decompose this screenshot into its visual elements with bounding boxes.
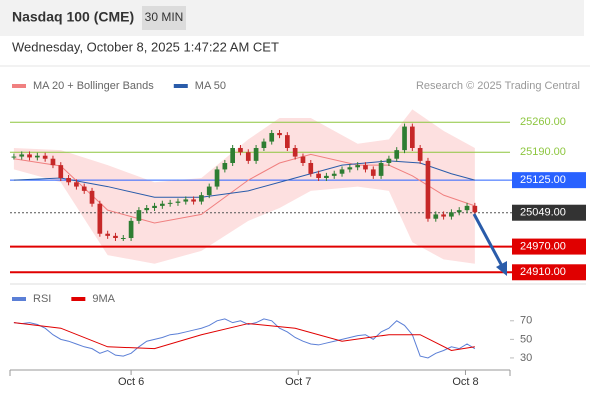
candle xyxy=(144,208,150,211)
interval-badge xyxy=(142,6,186,30)
candle xyxy=(113,235,118,238)
candle xyxy=(105,233,110,236)
y-tick-label: 70 xyxy=(520,315,532,327)
datetime: Wednesday, October 8, 2025 1:47:22 AM CE… xyxy=(12,39,279,54)
candle xyxy=(441,214,446,217)
legend-label: 9MA xyxy=(92,293,115,305)
candle xyxy=(355,165,360,168)
candle xyxy=(347,167,353,170)
candle xyxy=(269,133,275,142)
candle xyxy=(191,199,196,202)
header-bar xyxy=(0,0,584,36)
price-chart: 25260.00 25190.00 25125.00 25049.00 24970.00… xyxy=(10,80,586,281)
ma-line xyxy=(13,153,476,224)
candle xyxy=(456,210,462,213)
candle xyxy=(81,186,87,191)
candle xyxy=(378,163,384,176)
candle xyxy=(363,165,368,170)
candle xyxy=(300,156,306,163)
candle xyxy=(128,220,134,238)
candle xyxy=(74,182,79,187)
candle xyxy=(386,158,392,163)
candle xyxy=(97,203,103,234)
candle xyxy=(472,205,478,213)
candle xyxy=(449,212,454,217)
candle xyxy=(238,148,243,153)
candle xyxy=(58,165,64,178)
level-badge xyxy=(512,238,586,255)
legend-swatch xyxy=(71,297,86,301)
level-badge xyxy=(512,172,586,189)
candle xyxy=(175,201,181,203)
rsi-chart: 70 50 30 Oct 6 Oct 7 Oct 8 RSI 9MA xyxy=(12,293,532,388)
candle xyxy=(230,148,235,163)
candle xyxy=(331,173,337,176)
candle xyxy=(261,141,267,148)
forecast-arrow xyxy=(472,213,504,267)
y-tick-label: 50 xyxy=(520,333,532,345)
level-label: 25260.00 xyxy=(520,116,566,128)
level-label: 25190.00 xyxy=(520,146,566,158)
candle xyxy=(120,238,126,239)
legend-label: RSI xyxy=(33,293,51,305)
legend-label: MA 50 xyxy=(195,80,226,92)
candle xyxy=(394,150,400,159)
candle xyxy=(50,158,56,166)
candle xyxy=(152,205,157,208)
candle xyxy=(370,169,376,176)
arrow-head xyxy=(496,261,507,276)
candle xyxy=(410,126,415,148)
interval: 30 MIN xyxy=(145,10,184,24)
level-badge xyxy=(512,264,586,281)
candle xyxy=(316,173,321,178)
x-tick-label: Oct 6 xyxy=(118,376,144,388)
ma-line xyxy=(13,160,475,198)
candle xyxy=(19,154,25,157)
candle xyxy=(433,214,439,219)
candle xyxy=(35,155,40,158)
candle xyxy=(464,205,470,211)
legend-swatch xyxy=(173,84,188,88)
legend-label: MA 20 + Bollinger Bands xyxy=(33,80,154,92)
candle xyxy=(222,163,228,170)
candle xyxy=(253,148,259,161)
candle xyxy=(136,210,142,221)
candle xyxy=(27,154,32,158)
candle xyxy=(199,195,204,202)
candle xyxy=(160,203,165,206)
legend-swatch xyxy=(12,84,26,88)
legend-swatch xyxy=(12,297,26,301)
candle xyxy=(324,175,329,178)
candle xyxy=(214,169,220,187)
candle xyxy=(425,160,431,219)
candle xyxy=(285,135,290,148)
x-tick-label: Oct 7 xyxy=(285,376,311,388)
level-label: 25125.00 xyxy=(520,174,566,186)
rsi-line xyxy=(13,318,476,359)
candle xyxy=(183,199,189,202)
credit: Research © 2025 Trading Central xyxy=(416,80,580,92)
candle xyxy=(206,186,212,196)
x-tick-label: Oct 8 xyxy=(452,376,478,388)
candle xyxy=(167,202,173,204)
instrument-title: Nasdaq 100 (CME) xyxy=(12,9,134,25)
level-label: 25049.00 xyxy=(520,207,566,219)
candle xyxy=(66,178,71,183)
candle xyxy=(277,133,282,136)
level-badge xyxy=(512,204,586,221)
candle xyxy=(402,126,407,151)
candle xyxy=(339,169,345,174)
rsi-line xyxy=(13,322,475,352)
y-tick-label: 30 xyxy=(520,352,532,364)
candle xyxy=(11,156,17,158)
candle xyxy=(308,163,314,174)
candle xyxy=(417,148,423,161)
candle xyxy=(245,152,251,161)
candle xyxy=(42,155,48,159)
candle xyxy=(292,148,298,157)
candle xyxy=(89,190,95,204)
level-label: 24910.00 xyxy=(520,266,566,278)
level-label: 24970.00 xyxy=(520,240,566,252)
